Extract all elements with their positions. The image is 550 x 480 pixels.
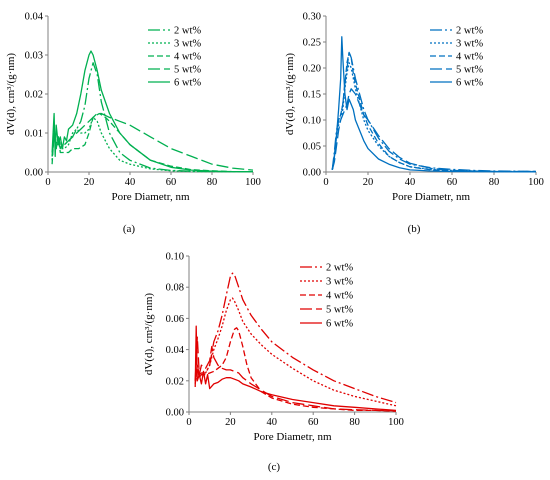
x-tick-label: 80 — [489, 177, 500, 188]
series-line — [51, 50, 253, 173]
series-line — [51, 112, 253, 173]
series-line — [51, 116, 253, 173]
x-tick-label: 100 — [528, 177, 544, 188]
series-line — [194, 325, 397, 412]
y-tick-label: 0.10 — [166, 252, 184, 263]
x-tick-label: 80 — [207, 177, 218, 188]
y-tick-label: 0.04 — [166, 345, 185, 356]
series-line — [51, 62, 253, 173]
x-axis-label: Pore Diametr, nm — [111, 191, 190, 203]
legend-label: 5 wt% — [326, 305, 353, 316]
panel-caption: (a) — [123, 223, 136, 235]
legend-label: 4 wt% — [174, 52, 201, 63]
x-tick-label: 40 — [125, 177, 136, 188]
y-tick-label: 0.30 — [303, 12, 321, 23]
y-tick-label: 0.02 — [166, 376, 184, 387]
legend-label: 2 wt% — [326, 263, 353, 274]
legend-label: 6 wt% — [174, 78, 201, 89]
y-axis-label: dV(d), cm³/(g·nm) — [5, 53, 17, 135]
chart-panel-1: 0.00 0.05 0.10 0.15 0.20 0.25 0.30 0 20 40 60 80 100… — [284, 12, 544, 236]
x-tick-label: 60 — [447, 177, 458, 188]
chart-panel-0: 0.00 0.01 0.02 0.03 0.04 0 20 40 60 80 100 Pore Dia… — [5, 12, 261, 236]
panel-caption: (c) — [268, 461, 281, 473]
series-line — [331, 51, 536, 173]
y-tick-label: 0.00 — [166, 408, 184, 419]
series-line — [194, 297, 397, 407]
y-tick-label: 0.05 — [303, 142, 321, 153]
series-line — [194, 272, 397, 404]
x-tick-label: 0 — [186, 417, 191, 428]
y-tick-label: 0.20 — [303, 64, 321, 75]
y-tick-label: 0.08 — [166, 283, 184, 294]
x-tick-label: 20 — [363, 177, 374, 188]
x-tick-label: 40 — [405, 177, 416, 188]
x-tick-label: 40 — [267, 417, 278, 428]
series-line — [331, 62, 536, 173]
series-line — [331, 88, 536, 173]
series-line — [194, 327, 397, 412]
y-tick-label: 0.03 — [25, 51, 43, 62]
legend-label: 3 wt% — [174, 39, 201, 50]
series-line — [331, 36, 536, 173]
y-tick-label: 0.10 — [303, 116, 321, 127]
legend-label: 4 wt% — [456, 52, 483, 63]
y-tick-label: 0.25 — [303, 38, 321, 49]
y-axis-label: dV(d), cm³/(g·nm) — [284, 53, 296, 135]
y-tick-label: 0.02 — [25, 90, 43, 101]
legend-label: 5 wt% — [456, 65, 483, 76]
legend-label: 2 wt% — [456, 26, 483, 37]
y-tick-label: 0.04 — [25, 12, 44, 23]
y-tick-label: 0.00 — [25, 168, 43, 179]
y-tick-label: 0.00 — [303, 168, 321, 179]
y-tick-label: 0.15 — [303, 90, 321, 101]
x-tick-label: 100 — [388, 417, 404, 428]
legend-label: 3 wt% — [326, 277, 353, 288]
x-tick-label: 20 — [84, 177, 95, 188]
panel-caption: (b) — [408, 223, 421, 235]
y-tick-label: 0.06 — [166, 314, 184, 325]
x-axis-label: Pore Diametr, nm — [392, 191, 471, 203]
legend-label: 2 wt% — [174, 26, 201, 37]
series-line — [194, 336, 397, 412]
legend-label: 6 wt% — [456, 78, 483, 89]
legend-label: 6 wt% — [326, 319, 353, 330]
chart-panel-2: 0.00 0.02 0.04 0.06 0.08 0.10 0 20 40 60 80 100 Pore… — [143, 252, 404, 474]
x-tick-label: 0 — [45, 177, 50, 188]
x-tick-label: 80 — [349, 417, 360, 428]
x-tick-label: 0 — [323, 177, 328, 188]
x-tick-label: 60 — [308, 417, 319, 428]
x-axis-label: Pore Diametr, nm — [253, 431, 332, 443]
series-line — [51, 112, 254, 171]
legend-label: 4 wt% — [326, 291, 353, 302]
x-tick-label: 100 — [245, 177, 261, 188]
x-tick-label: 60 — [166, 177, 177, 188]
x-tick-label: 20 — [225, 417, 236, 428]
legend-label: 5 wt% — [174, 65, 201, 76]
y-axis-label: dV(d), cm³/(g·nm) — [143, 293, 155, 375]
y-tick-label: 0.01 — [25, 129, 43, 140]
legend-label: 3 wt% — [456, 39, 483, 50]
